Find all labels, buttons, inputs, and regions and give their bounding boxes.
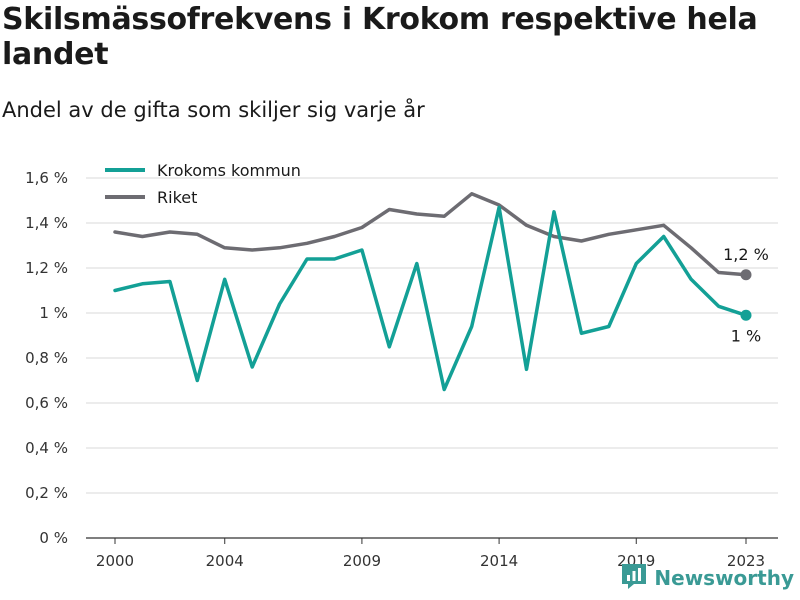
- end-point-krokom: [740, 309, 752, 321]
- x-tick-label: 2004: [206, 552, 244, 570]
- end-markers: 1,2 % 1 %: [723, 245, 769, 346]
- y-tick-label: 0,6 %: [25, 394, 68, 412]
- brand-name: Newsworthy: [654, 566, 794, 590]
- y-tick-label: 0,8 %: [25, 349, 68, 367]
- x-axis-ticks: 2000 2004 2009 2014 2019 2023: [96, 538, 765, 570]
- legend-label-riket: Riket: [157, 188, 197, 207]
- y-tick-label: 1,2 %: [25, 259, 68, 277]
- y-tick-label: 1 %: [39, 304, 68, 322]
- bar-chart-icon: [620, 562, 648, 594]
- chart-title: Skilsmässofrekvens i Krokom respektive h…: [2, 2, 758, 72]
- series-lines: [113, 192, 748, 392]
- y-tick-label: 1,6 %: [25, 169, 68, 187]
- y-tick-label: 0,2 %: [25, 484, 68, 502]
- series-line-riket: [113, 192, 748, 277]
- y-tick-label: 0 %: [39, 529, 68, 547]
- brand-logo: Newsworthy: [620, 562, 794, 594]
- legend-label-krokom: Krokoms kommun: [157, 161, 301, 180]
- chart-subtitle: Andel av de gifta som skiljer sig varje …: [2, 98, 425, 122]
- end-point-riket: [740, 269, 752, 281]
- grid-lines: [86, 177, 778, 539]
- y-axis-ticks: 0 % 0,2 % 0,4 % 0,6 % 0,8 % 1 % 1,2 % 1,4 % 1,6 …: [25, 169, 68, 547]
- end-label-krokom: 1 %: [731, 326, 761, 345]
- x-tick-label: 2014: [480, 552, 518, 570]
- end-label-riket: 1,2 %: [723, 245, 769, 264]
- x-tick-label: 2023: [727, 552, 765, 570]
- x-tick-label: 2009: [343, 552, 381, 570]
- legend: Krokoms kommun Riket: [105, 161, 301, 207]
- y-tick-label: 0,4 %: [25, 439, 68, 457]
- series-line-krokom: [113, 205, 748, 392]
- x-tick-label: 2000: [96, 552, 134, 570]
- y-tick-label: 1,4 %: [25, 214, 68, 232]
